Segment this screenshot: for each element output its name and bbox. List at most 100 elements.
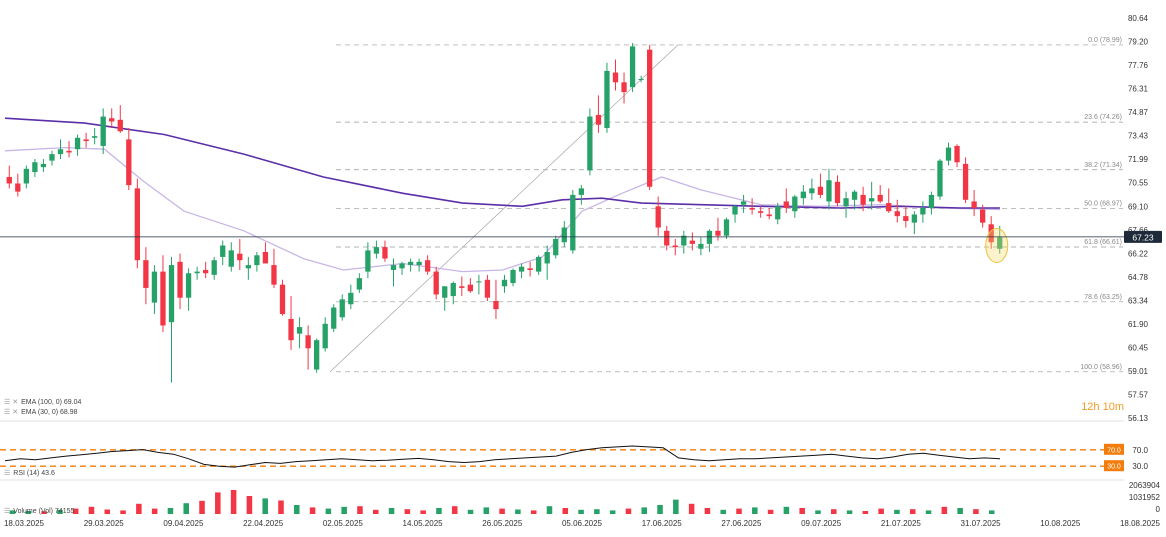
candle-body	[459, 286, 465, 288]
candle-body	[220, 245, 226, 257]
volume-bar	[41, 511, 47, 514]
date-tick-label: 10.08.2025	[1040, 519, 1081, 528]
candle-body	[151, 271, 158, 303]
legend-ema30[interactable]: ☰ ✕ EMA (30, 0) 68.98	[4, 408, 78, 416]
volume-bar	[609, 510, 616, 514]
volume-bar	[894, 509, 900, 514]
menu-icon[interactable]: ☰	[4, 508, 11, 515]
volume-bar	[862, 511, 869, 514]
price-tick-label: 64.78	[1128, 273, 1149, 282]
candle-body	[126, 139, 132, 186]
ema-lines	[4, 117, 1001, 273]
candle-body	[527, 268, 533, 270]
volume-bar	[72, 508, 79, 514]
candle-body	[185, 273, 192, 298]
candle-body	[894, 211, 900, 217]
rsi-axis-label-30: 30.0	[1132, 462, 1148, 471]
price-tick-label: 59.01	[1128, 367, 1149, 376]
candle-body	[390, 265, 397, 270]
candle-body	[536, 256, 542, 272]
legend-rsi[interactable]: ☰ RSI (14) 43.6	[4, 469, 55, 477]
volume-bar	[88, 506, 95, 514]
volume-bar	[372, 509, 379, 514]
candle-body	[758, 211, 764, 213]
candle-body	[689, 240, 695, 244]
volume-bar	[878, 508, 884, 514]
candle-body	[143, 260, 149, 288]
date-tick-label: 05.06.2025	[562, 519, 603, 528]
volume-bar	[104, 509, 111, 514]
current-candle-highlight	[985, 227, 1009, 263]
candle-body	[834, 181, 841, 204]
price-tick-label: 66.22	[1128, 249, 1149, 258]
volume-bar	[404, 509, 411, 514]
date-tick-label: 31.07.2025	[961, 519, 1002, 528]
candle-body	[826, 180, 832, 202]
candle-body	[109, 118, 115, 122]
rsi-axis-label-70: 70.0	[1132, 446, 1148, 455]
fib-level-label: 61.8 (66.61)	[1084, 239, 1122, 246]
candle-body	[83, 139, 89, 142]
volume-bar	[673, 499, 679, 514]
candle-body	[621, 82, 627, 93]
volume-bar	[578, 509, 584, 514]
rsi-line	[4, 445, 1001, 468]
date-tick-label: 09.04.2025	[163, 519, 204, 528]
candle-body	[339, 299, 345, 318]
menu-icon[interactable]: ☰	[4, 470, 11, 477]
price-tick-label: 60.45	[1128, 343, 1149, 352]
volume-bar	[783, 506, 790, 514]
candle-body	[373, 247, 380, 254]
candle-body	[74, 137, 81, 150]
candle-body	[698, 243, 704, 249]
volume-bar	[294, 505, 300, 514]
volume-bar	[594, 509, 600, 514]
rsi-oversold-label: 30.0	[1107, 464, 1121, 471]
candle-body	[356, 278, 362, 290]
candle-body	[467, 284, 473, 292]
date-tick-label: 09.07.2025	[801, 519, 842, 528]
volume-bar	[341, 506, 347, 514]
volume-bar	[499, 508, 505, 514]
candle-body	[228, 250, 234, 267]
price-tick-label: 63.34	[1128, 296, 1149, 305]
date-tick-label: 18.03.2025	[4, 519, 45, 528]
candle-body	[211, 260, 217, 275]
candle-body	[723, 219, 730, 236]
candle-body	[433, 271, 439, 295]
candle-body	[450, 283, 456, 297]
candle-body	[288, 318, 294, 341]
fib-level-label: 78.6 (63.25)	[1084, 294, 1122, 301]
candle-body	[254, 255, 260, 266]
volume-bar	[909, 509, 916, 514]
candle-body	[655, 206, 661, 228]
price-tick-label: 70.55	[1128, 179, 1149, 188]
menu-icon[interactable]: ☰ ✕	[4, 409, 19, 416]
volume-bar	[215, 492, 221, 514]
volume-bar	[278, 500, 284, 514]
candle-body	[715, 230, 721, 236]
legend-volume[interactable]: ☰ Volume (Vol) 74155	[4, 507, 74, 515]
candle-body	[245, 265, 251, 269]
volume-bar	[167, 508, 174, 514]
candle-body	[262, 252, 269, 264]
candle-body	[681, 235, 687, 246]
candle-body	[271, 265, 277, 285]
legend-ema100[interactable]: ☰ ✕ EMA (100, 0) 69.04	[4, 398, 81, 406]
candle-body	[997, 237, 1003, 249]
volume-bar	[546, 506, 553, 514]
menu-icon[interactable]: ☰ ✕	[4, 399, 19, 406]
volume-bar	[925, 510, 932, 514]
date-axis: 18.03.2025 29.03.2025 09.04.2025 22.04.2025…	[4, 519, 1161, 528]
price-tick-label: 67.66	[1128, 226, 1149, 235]
volume-bar	[183, 503, 189, 514]
volume-bar	[846, 510, 853, 514]
volume-bar	[799, 508, 805, 514]
candle-body	[493, 300, 499, 310]
volume-bar	[483, 507, 490, 514]
price-tick-label: 79.20	[1128, 38, 1149, 47]
candle-body	[314, 340, 320, 370]
price-tick-label: 61.90	[1128, 320, 1149, 329]
legend-ema30-label: EMA (30, 0) 68.98	[21, 409, 78, 416]
